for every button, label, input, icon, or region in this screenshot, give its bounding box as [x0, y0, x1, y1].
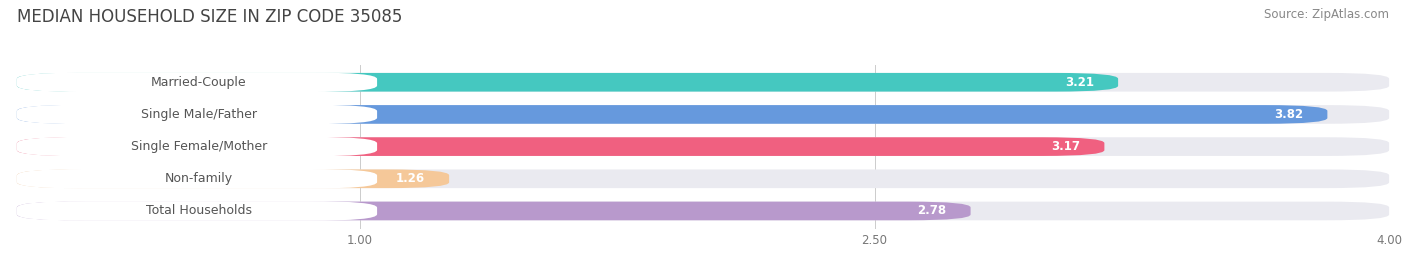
Text: Married-Couple: Married-Couple: [150, 76, 246, 89]
FancyBboxPatch shape: [17, 202, 970, 220]
FancyBboxPatch shape: [17, 201, 377, 221]
Text: MEDIAN HOUSEHOLD SIZE IN ZIP CODE 35085: MEDIAN HOUSEHOLD SIZE IN ZIP CODE 35085: [17, 8, 402, 26]
FancyBboxPatch shape: [17, 73, 1389, 91]
Text: 2.78: 2.78: [918, 204, 946, 217]
FancyBboxPatch shape: [17, 137, 377, 156]
Text: 3.21: 3.21: [1066, 76, 1094, 89]
FancyBboxPatch shape: [17, 137, 1389, 156]
Text: Total Households: Total Households: [146, 204, 252, 217]
Text: Single Female/Mother: Single Female/Mother: [131, 140, 267, 153]
FancyBboxPatch shape: [17, 202, 1389, 220]
FancyBboxPatch shape: [17, 137, 1104, 156]
FancyBboxPatch shape: [17, 72, 377, 92]
Text: Non-family: Non-family: [165, 172, 233, 185]
FancyBboxPatch shape: [17, 169, 449, 188]
FancyBboxPatch shape: [17, 105, 377, 124]
Text: Single Male/Father: Single Male/Father: [141, 108, 257, 121]
Text: Source: ZipAtlas.com: Source: ZipAtlas.com: [1264, 8, 1389, 21]
FancyBboxPatch shape: [17, 169, 1389, 188]
FancyBboxPatch shape: [17, 73, 1118, 91]
FancyBboxPatch shape: [17, 169, 377, 189]
Text: 3.82: 3.82: [1274, 108, 1303, 121]
FancyBboxPatch shape: [17, 105, 1389, 124]
Text: 3.17: 3.17: [1052, 140, 1080, 153]
Text: 1.26: 1.26: [396, 172, 425, 185]
FancyBboxPatch shape: [17, 105, 1327, 124]
